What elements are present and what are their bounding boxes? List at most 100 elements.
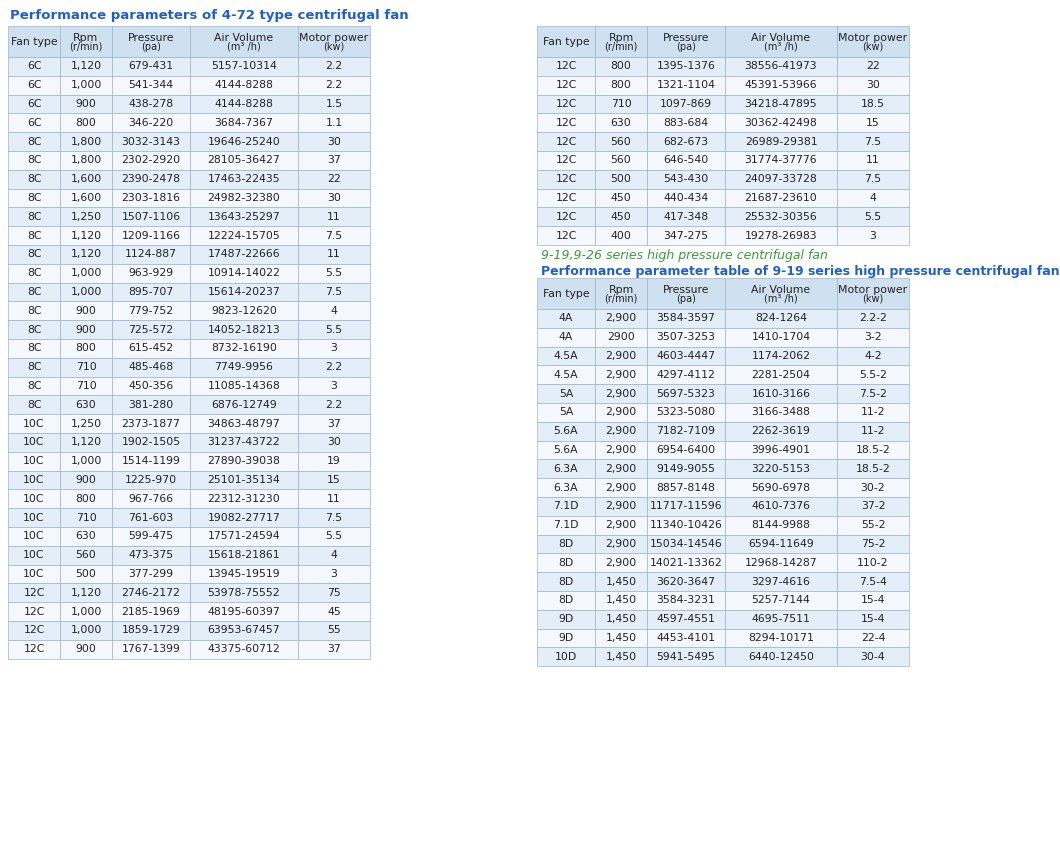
Bar	[8, 151, 60, 170]
Text: 895-707: 895-707	[128, 287, 174, 297]
Bar	[595, 347, 647, 365]
Bar	[595, 26, 647, 57]
Bar	[190, 602, 298, 621]
Text: 1,120: 1,120	[70, 61, 102, 71]
Text: 12C: 12C	[555, 99, 577, 109]
Text: 6.3A: 6.3A	[553, 464, 579, 474]
Bar	[725, 421, 837, 441]
Text: 13945-19519: 13945-19519	[208, 569, 280, 579]
Bar	[837, 478, 909, 497]
Text: 18.5-2: 18.5-2	[855, 464, 890, 474]
Bar	[60, 583, 112, 602]
Text: 6594-11649: 6594-11649	[748, 539, 814, 549]
Bar	[190, 621, 298, 640]
Text: (m³ /h): (m³ /h)	[227, 42, 261, 52]
Bar	[837, 403, 909, 421]
Text: 8C: 8C	[26, 231, 41, 241]
Text: 1902-1505: 1902-1505	[122, 438, 180, 448]
Bar	[837, 188, 909, 208]
Bar	[8, 57, 60, 75]
Bar	[8, 208, 60, 226]
Text: 8C: 8C	[26, 381, 41, 391]
Text: 4297-4112: 4297-4112	[656, 370, 716, 380]
Text: 377-299: 377-299	[128, 569, 174, 579]
Bar	[60, 226, 112, 245]
Text: 18.5: 18.5	[861, 99, 885, 109]
Text: 1,800: 1,800	[70, 155, 102, 165]
Text: 8C: 8C	[26, 155, 41, 165]
Text: 450-356: 450-356	[128, 381, 174, 391]
Bar	[8, 132, 60, 151]
Bar	[647, 347, 725, 365]
Text: 5.5: 5.5	[325, 268, 342, 278]
Bar	[190, 377, 298, 395]
Text: 450: 450	[611, 193, 632, 203]
Bar	[8, 452, 60, 471]
Bar	[595, 57, 647, 75]
Text: 440-434: 440-434	[664, 193, 709, 203]
Bar	[298, 489, 370, 508]
Text: 1321-1104: 1321-1104	[656, 81, 716, 90]
Text: 4144-8288: 4144-8288	[214, 81, 273, 90]
Bar	[647, 460, 725, 478]
Text: 4A: 4A	[559, 332, 573, 343]
Text: 8C: 8C	[26, 362, 41, 372]
Text: 2303-1816: 2303-1816	[122, 193, 180, 203]
Text: 21687-23610: 21687-23610	[744, 193, 817, 203]
Bar	[298, 395, 370, 414]
Text: 12C: 12C	[555, 118, 577, 128]
Bar	[725, 441, 837, 460]
Text: 4597-4551: 4597-4551	[656, 614, 716, 624]
Text: 63953-67457: 63953-67457	[208, 626, 280, 635]
Bar	[725, 572, 837, 591]
Text: Rpm: Rpm	[608, 32, 634, 42]
Text: 25101-35134: 25101-35134	[208, 475, 281, 485]
Bar	[60, 188, 112, 208]
Text: 8D: 8D	[559, 539, 573, 549]
Bar	[647, 534, 725, 554]
Bar	[112, 95, 190, 114]
Text: 2,900: 2,900	[605, 407, 637, 417]
Bar	[537, 628, 595, 647]
Bar	[298, 208, 370, 226]
Bar	[647, 365, 725, 384]
Bar	[60, 433, 112, 452]
Bar	[190, 508, 298, 527]
Text: 400: 400	[611, 231, 632, 241]
Bar	[725, 610, 837, 628]
Text: 6954-6400: 6954-6400	[656, 445, 716, 455]
Bar	[595, 534, 647, 554]
Bar	[647, 57, 725, 75]
Bar	[8, 621, 60, 640]
Text: 6440-12450: 6440-12450	[748, 652, 814, 661]
Text: 5157-10314: 5157-10314	[211, 61, 277, 71]
Bar	[112, 26, 190, 57]
Text: 5A: 5A	[559, 388, 573, 399]
Bar	[647, 478, 725, 497]
Text: 17571-24594: 17571-24594	[208, 532, 280, 541]
Bar	[837, 57, 909, 75]
Bar	[298, 640, 370, 659]
Bar	[595, 572, 647, 591]
Text: 2.2: 2.2	[325, 61, 342, 71]
Bar	[837, 95, 909, 114]
Text: 12C: 12C	[23, 644, 45, 654]
Text: 3: 3	[869, 231, 877, 241]
Text: 1,800: 1,800	[70, 137, 102, 147]
Text: 9-19,9-26 series high pressure centrifugal fan: 9-19,9-26 series high pressure centrifug…	[541, 248, 828, 261]
Text: 43375-60712: 43375-60712	[208, 644, 281, 654]
Text: 24097-33728: 24097-33728	[744, 174, 817, 184]
Text: 725-572: 725-572	[128, 325, 174, 335]
Bar	[112, 471, 190, 489]
Bar	[595, 460, 647, 478]
Text: 1.1: 1.1	[325, 118, 342, 128]
Text: (r/min): (r/min)	[69, 42, 103, 52]
Bar	[190, 433, 298, 452]
Text: 1,450: 1,450	[605, 614, 637, 624]
Bar	[537, 208, 595, 226]
Bar	[8, 377, 60, 395]
Text: 710: 710	[611, 99, 632, 109]
Bar	[537, 57, 595, 75]
Text: 560: 560	[611, 155, 632, 165]
Bar	[8, 245, 60, 264]
